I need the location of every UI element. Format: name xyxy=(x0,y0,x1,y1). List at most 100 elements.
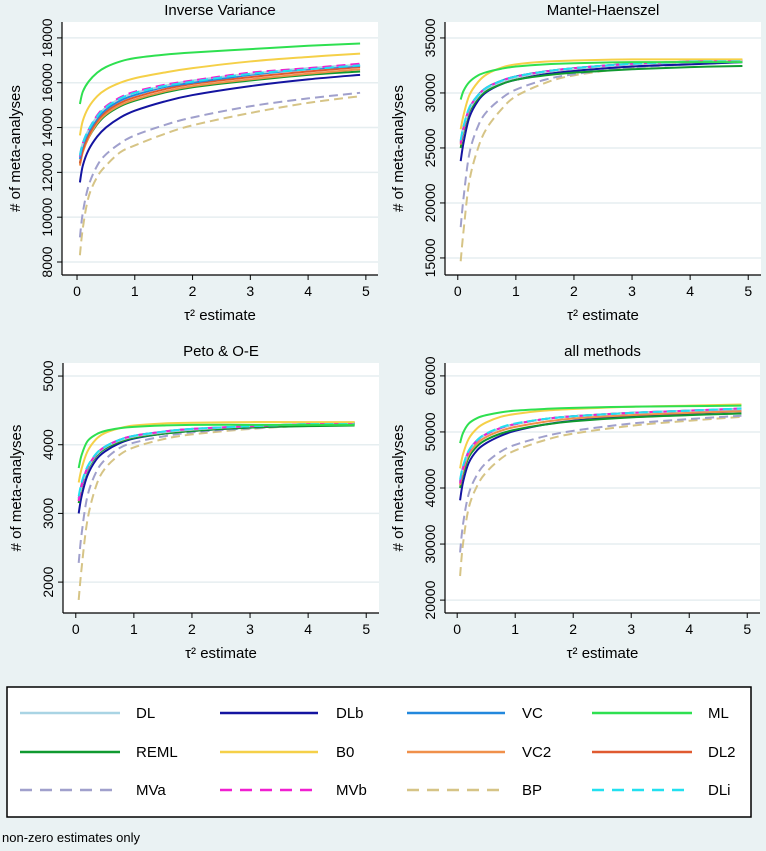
legend-label: ML xyxy=(708,705,729,722)
series-line-dli xyxy=(77,421,355,497)
panel-2: Peto & O-E 2000 3000 4000 5000 0 1 2 3 4 5 τ² estim… xyxy=(8,343,379,662)
y-tick-label: 25000 xyxy=(422,128,438,167)
panel-title: Mantel-Haenszel xyxy=(547,2,660,19)
legend-item-vc: VC xyxy=(407,705,543,722)
panel-3: all methods 20000 30000 40000 50000 60000 0 1 2 3… xyxy=(390,343,760,662)
legend-item-reml: REML xyxy=(20,744,178,761)
legend-item-vc2: VC2 xyxy=(407,744,551,761)
plot-area xyxy=(62,22,378,275)
legend-label: DL2 xyxy=(708,744,736,761)
legend-item-ml: ML xyxy=(592,705,729,722)
y-axis-label: # of meta-analyses xyxy=(390,85,407,212)
legend-label: VC2 xyxy=(522,744,551,761)
series-line-dlb xyxy=(78,73,361,183)
series-line-ml xyxy=(78,42,361,105)
legend-label: MVa xyxy=(136,782,166,799)
y-tick-label: 15000 xyxy=(422,238,438,277)
y-tick-label: 35000 xyxy=(422,18,438,57)
footnote: non-zero estimates only xyxy=(2,830,141,845)
series-line-bp xyxy=(459,415,742,577)
x-tick-label: 3 xyxy=(627,621,635,637)
y-tick-label: 40000 xyxy=(422,468,438,507)
x-tick-label: 5 xyxy=(744,283,752,299)
series-line-dl2 xyxy=(78,66,361,164)
x-tick-label: 4 xyxy=(304,621,312,637)
series-line-mva xyxy=(78,91,361,238)
legend-item-dl2: DL2 xyxy=(592,744,736,761)
panel-1: Mantel-Haenszel 15000 20000 25000 30000 35000… xyxy=(390,2,761,324)
x-tick-label: 3 xyxy=(246,621,254,637)
x-tick-label: 1 xyxy=(511,621,519,637)
y-tick-label: 18000 xyxy=(39,18,55,57)
x-tick-label: 1 xyxy=(131,283,139,299)
series-line-dli xyxy=(459,407,742,480)
legend-item-dl: DL xyxy=(20,705,155,722)
x-tick-label: 5 xyxy=(362,283,370,299)
panels: Inverse Variance800010000120001400016000… xyxy=(7,2,761,662)
legend-items: DL DLb VC ML REML B0 VC2 DL2 MVa MVb BP DLi xyxy=(20,705,736,799)
legend-label: REML xyxy=(136,744,178,761)
x-axis-label: τ² estimate xyxy=(185,645,257,662)
y-tick-label: 12000 xyxy=(39,153,55,192)
series-line-dli xyxy=(78,64,361,156)
x-tick-label: 1 xyxy=(512,283,520,299)
series-line-mvb xyxy=(459,407,742,484)
x-tick-label: 0 xyxy=(72,621,80,637)
legend-item-dli: DLi xyxy=(592,782,731,799)
x-tick-label: 3 xyxy=(628,283,636,299)
y-tick-label: 8000 xyxy=(39,246,55,277)
legend-label: BP xyxy=(522,782,542,799)
y-tick-label: 5000 xyxy=(40,360,56,391)
y-tick-label: 4000 xyxy=(40,429,56,460)
panel-0: Inverse Variance 8000 10000 12000 14000 16000… xyxy=(7,2,378,324)
x-tick-label: 2 xyxy=(188,621,196,637)
x-tick-label: 5 xyxy=(362,621,370,637)
series-line-mva xyxy=(77,421,355,563)
y-tick-label: 2000 xyxy=(40,566,56,597)
series-line-vc2 xyxy=(459,410,742,486)
x-tick-label: 4 xyxy=(304,283,312,299)
legend-item-mvb: MVb xyxy=(220,782,367,799)
y-tick-label: 14000 xyxy=(39,108,55,147)
y-tick-label: 20000 xyxy=(422,183,438,222)
series-line-mvb xyxy=(78,62,361,157)
x-tick-label: 3 xyxy=(246,283,254,299)
series-line-bp xyxy=(459,60,743,262)
x-tick-label: 0 xyxy=(454,283,462,299)
y-tick-label: 10000 xyxy=(39,198,55,237)
x-tick-label: 0 xyxy=(73,283,81,299)
legend-label: VC xyxy=(522,705,543,722)
x-tick-label: 2 xyxy=(569,621,577,637)
legend-label: B0 xyxy=(336,744,354,761)
legend: DL DLb VC ML REML B0 VC2 DL2 MVa MVb BP DLi xyxy=(6,686,752,818)
y-tick-label: 20000 xyxy=(422,580,438,619)
panel-title: Peto & O-E xyxy=(183,343,259,360)
series-line-ml xyxy=(77,423,355,469)
x-axis-label: τ² estimate xyxy=(567,645,639,662)
series-line-mva xyxy=(459,414,742,553)
series-line-bp xyxy=(77,422,355,601)
y-axis-label: # of meta-analyses xyxy=(8,425,25,552)
legend-item-b0: B0 xyxy=(220,744,354,761)
x-tick-label: 4 xyxy=(686,283,694,299)
series-line-b0 xyxy=(78,52,361,136)
x-tick-label: 5 xyxy=(743,621,751,637)
y-tick-label: 30000 xyxy=(422,73,438,112)
y-tick-label: 3000 xyxy=(40,498,56,529)
legend-label: DLi xyxy=(708,782,731,799)
legend-item-mva: MVa xyxy=(20,782,166,799)
series-line-reml xyxy=(459,412,742,489)
panel-title: all methods xyxy=(564,343,641,360)
y-axis-label: # of meta-analyses xyxy=(7,85,24,212)
legend-label: MVb xyxy=(336,782,367,799)
series-line-ml xyxy=(459,404,742,444)
y-tick-label: 16000 xyxy=(39,63,55,102)
x-tick-label: 1 xyxy=(130,621,138,637)
series-line-ml xyxy=(459,61,743,100)
series-line-b0 xyxy=(459,58,743,130)
legend-label: DLb xyxy=(336,705,364,722)
x-tick-label: 4 xyxy=(685,621,693,637)
series-line-bp xyxy=(78,95,361,256)
series-line-dlb xyxy=(459,410,742,501)
